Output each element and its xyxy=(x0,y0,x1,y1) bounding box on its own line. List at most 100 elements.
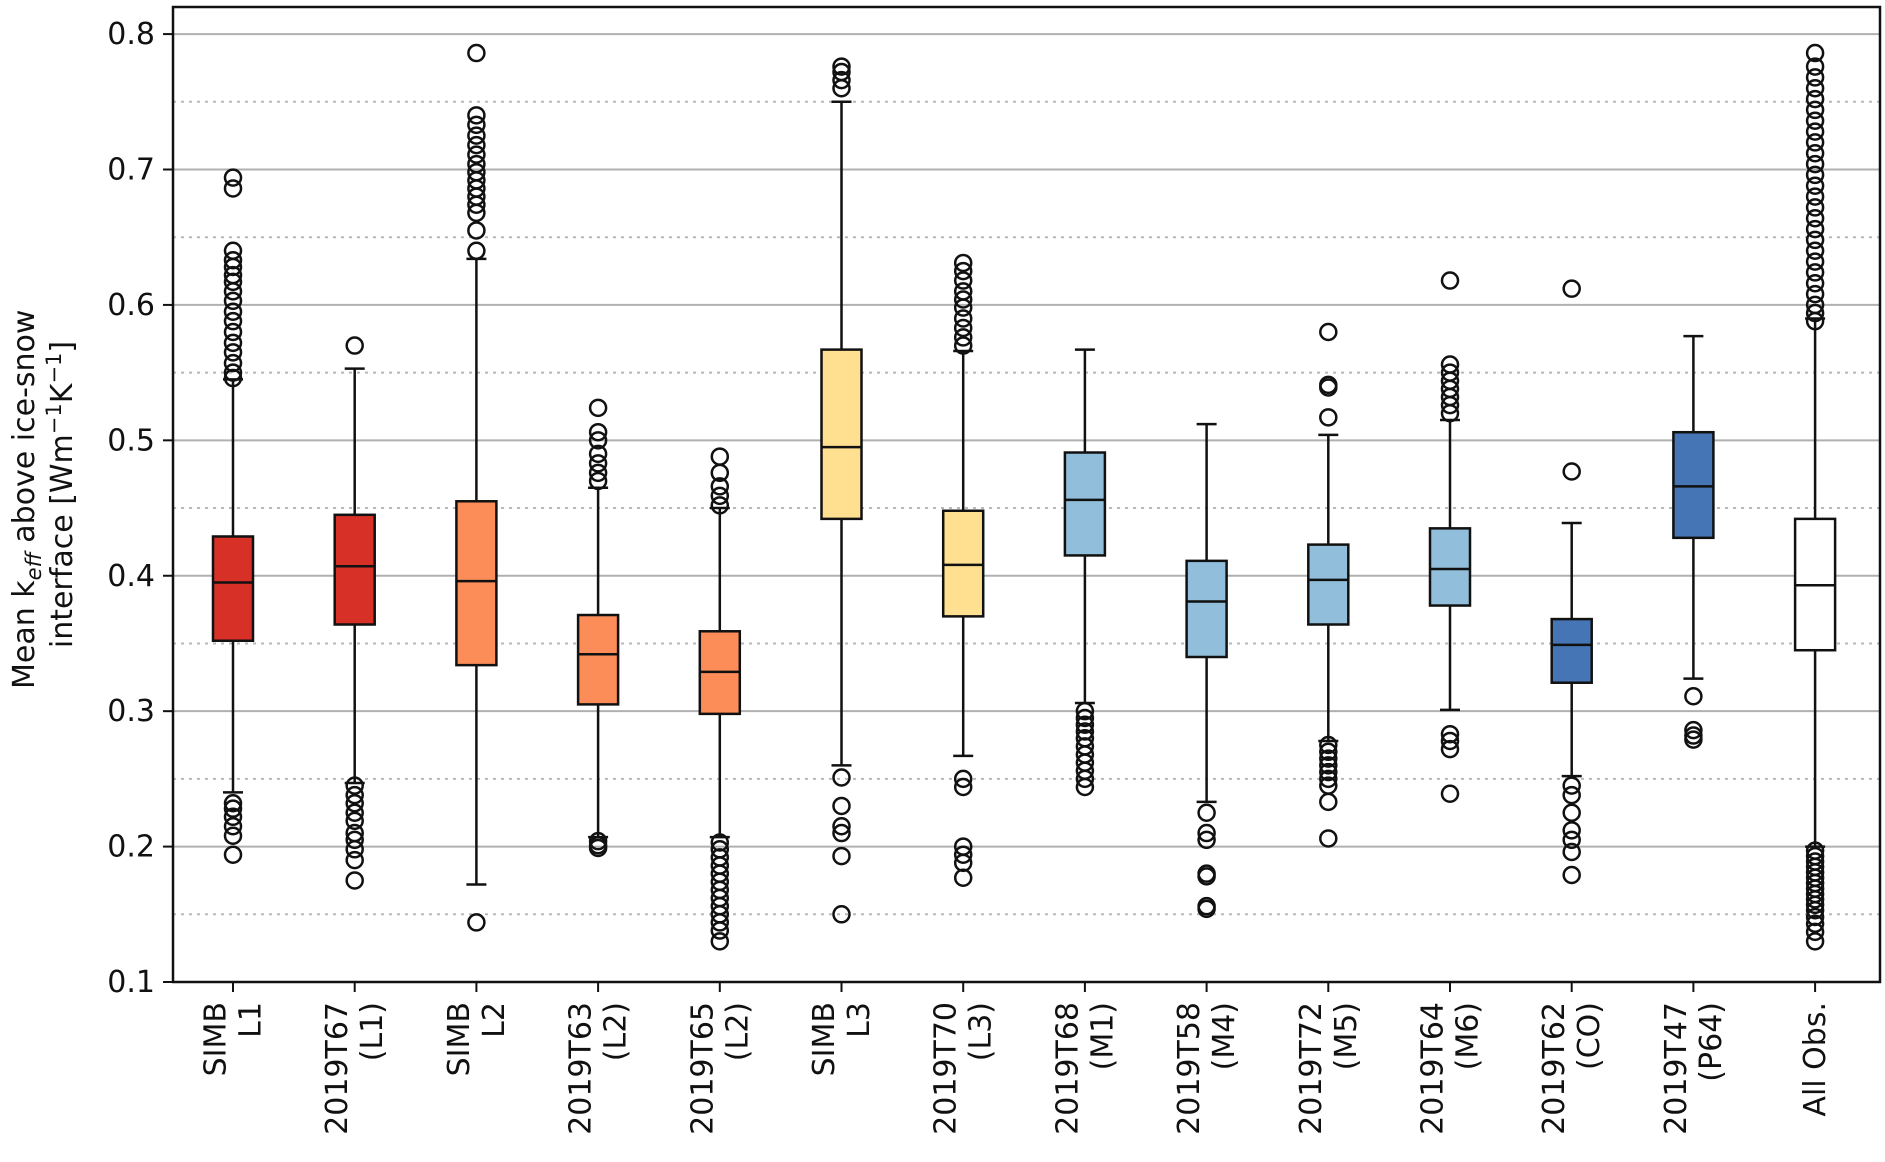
outlier-point xyxy=(1805,165,1825,185)
outlier-point xyxy=(1319,792,1338,812)
outlier-point xyxy=(1805,219,1825,239)
outlier-point xyxy=(832,79,851,98)
outlier-point xyxy=(467,43,486,63)
outlier-point xyxy=(1805,209,1825,228)
outlier-point xyxy=(1319,378,1338,397)
outlier-point xyxy=(223,322,243,342)
outlier-point xyxy=(223,807,243,827)
outlier-point xyxy=(345,785,364,805)
box-group xyxy=(1428,271,1472,804)
box-group xyxy=(576,398,620,858)
outlier-point xyxy=(1075,701,1095,721)
x-tick-label: 2019T63 (L2) xyxy=(564,1002,634,1135)
y-axis-label-text: above ice-snow xyxy=(7,310,42,553)
outlier-point xyxy=(1805,311,1825,331)
outlier-point xyxy=(588,422,608,442)
outlier-point xyxy=(953,868,973,887)
outlier-point xyxy=(1805,43,1825,63)
outlier-point xyxy=(345,850,364,870)
outlier-point xyxy=(1562,462,1581,481)
outlier-point xyxy=(953,777,973,797)
outlier-point xyxy=(345,336,364,355)
x-tick-label-line: (L3) xyxy=(964,1002,999,1061)
x-tick-label-line: L1 xyxy=(234,1002,269,1038)
box-body xyxy=(333,513,376,626)
outlier-point xyxy=(953,298,973,317)
outlier-point xyxy=(1805,198,1825,217)
y-axis-label-text: K xyxy=(45,382,80,403)
x-tick-label-line: (CO) xyxy=(1572,1002,1607,1070)
box-group xyxy=(941,253,985,887)
outlier-point xyxy=(1805,895,1825,915)
x-tick-label: 2019T62 (CO) xyxy=(1537,1002,1607,1135)
y-axis-label-line1: Mean keff above ice-snow xyxy=(7,300,46,689)
outlier-point xyxy=(1805,241,1825,260)
outlier-point xyxy=(1440,404,1460,423)
outlier-point xyxy=(467,203,486,223)
outlier-point xyxy=(588,454,608,473)
outlier-point xyxy=(1197,899,1216,919)
x-tick-label-line: 2019T72 xyxy=(1294,1002,1329,1135)
x-tick-label-line: (L1) xyxy=(355,1002,390,1061)
x-tick-label: SIMB L2 xyxy=(442,1002,512,1076)
outlier-point xyxy=(223,333,243,353)
outlier-point xyxy=(588,838,608,858)
box-body xyxy=(1307,543,1350,626)
outlier-point xyxy=(1319,829,1338,848)
outlier-point xyxy=(1197,803,1216,822)
box-group xyxy=(820,57,863,924)
y-tick-label: 0.6 xyxy=(107,288,155,323)
outlier-point xyxy=(1075,715,1095,734)
outlier-point xyxy=(345,776,364,795)
y-tick-label: 0.8 xyxy=(107,17,155,52)
y-axis-label-superscript: −1 xyxy=(42,403,66,434)
outlier-point xyxy=(953,769,973,789)
outlier-point xyxy=(953,336,973,355)
outlier-point xyxy=(345,840,364,859)
outlier-point xyxy=(223,291,243,311)
outlier-point xyxy=(345,811,364,831)
outlier-point xyxy=(1562,279,1581,298)
outlier-point xyxy=(1319,769,1338,789)
outlier-point xyxy=(1197,867,1216,886)
outlier-point xyxy=(467,241,486,260)
outlier-point xyxy=(467,913,486,932)
outlier-point xyxy=(710,463,730,483)
outlier-point xyxy=(223,343,243,362)
outlier-point xyxy=(1805,303,1825,323)
outlier-point xyxy=(710,477,730,496)
box-body xyxy=(576,613,620,706)
outlier-point xyxy=(345,803,364,822)
x-tick-label: 2019T58 (M4) xyxy=(1172,1002,1242,1135)
outlier-point xyxy=(710,913,730,932)
outlier-point xyxy=(832,817,851,836)
outlier-point xyxy=(1805,230,1825,250)
x-tick-label-line: SIMB xyxy=(199,1002,234,1076)
x-tick-label-line: 2019T63 xyxy=(564,1002,599,1135)
y-tick-label: 0.7 xyxy=(107,153,155,188)
outlier-point xyxy=(467,135,486,155)
box-group xyxy=(211,168,255,864)
x-tick-label-line: (L2) xyxy=(720,1002,755,1061)
box-group xyxy=(333,336,376,890)
x-tick-label: All Obs. xyxy=(1798,1002,1833,1117)
x-tick-label-line: (L2) xyxy=(599,1002,634,1061)
outlier-point xyxy=(710,921,730,940)
outlier-point xyxy=(1075,708,1095,728)
outlier-point xyxy=(1319,742,1338,762)
x-tick-label-line: 2019T70 xyxy=(929,1002,964,1135)
outlier-point xyxy=(223,272,243,292)
outlier-point xyxy=(345,871,364,890)
outlier-point xyxy=(223,282,243,301)
outlier-point xyxy=(223,826,243,845)
y-tick-label: 0.2 xyxy=(107,830,155,865)
y-tick-label: 0.4 xyxy=(107,559,155,594)
outlier-point xyxy=(1805,932,1825,951)
outlier-point xyxy=(953,271,973,290)
outlier-point xyxy=(1805,79,1825,98)
outlier-point xyxy=(1562,776,1581,795)
x-tick-label-line: 2019T68 xyxy=(1050,1002,1085,1135)
outlier-point xyxy=(223,794,243,813)
outlier-point xyxy=(223,363,243,382)
box-group xyxy=(698,447,742,951)
